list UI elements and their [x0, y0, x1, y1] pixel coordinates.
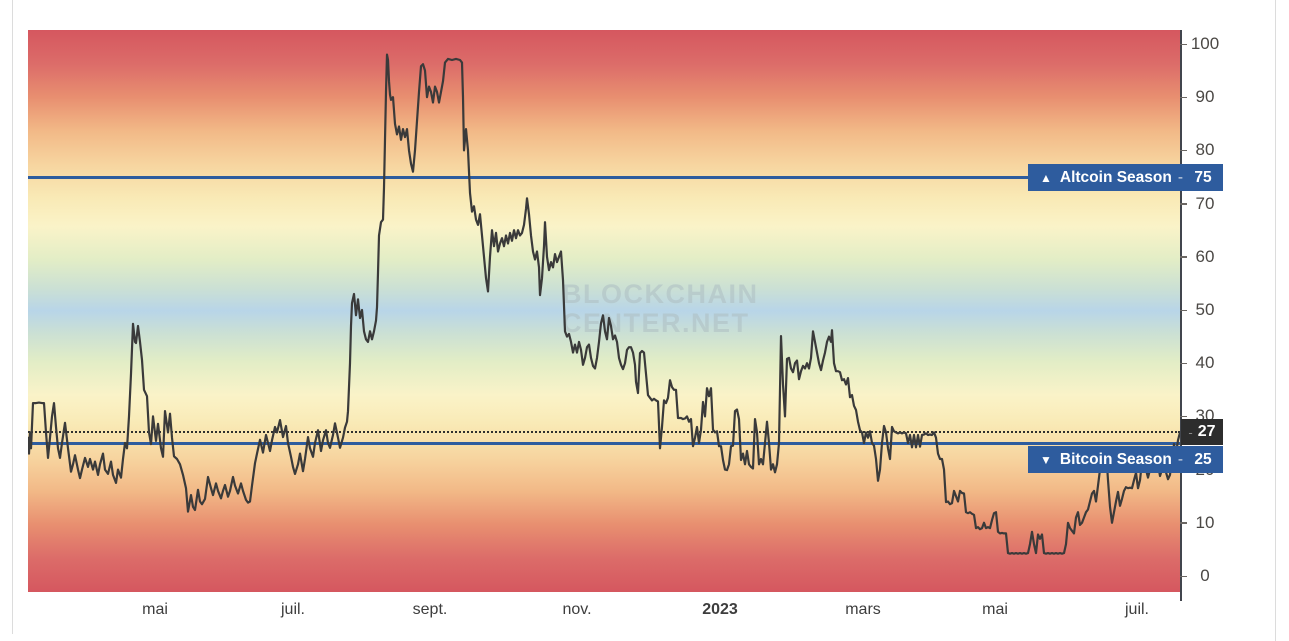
y-axis-tick: [1180, 415, 1187, 418]
x-axis-label: sept.: [412, 601, 448, 618]
index-series-line: [28, 53, 1180, 555]
page-left-border: [12, 0, 13, 634]
y-axis-tick: [1180, 362, 1187, 365]
y-axis-tick: [1180, 149, 1187, 152]
down-arrow-icon: ▼: [1040, 452, 1052, 467]
altcoin-separator: -: [1177, 168, 1184, 186]
altcoin-season-label: Altcoin Season: [1059, 168, 1172, 186]
page-right-border: [1275, 0, 1276, 641]
y-axis-tick-label: 10: [1195, 512, 1215, 532]
x-axis-label: mai: [142, 601, 168, 618]
y-axis-tick-label: 50: [1195, 300, 1215, 319]
bitcoin-season-label: Bitcoin Season: [1059, 450, 1172, 468]
x-axis-label: mars: [845, 601, 881, 618]
bitcoin-separator: -: [1177, 450, 1184, 468]
y-axis-line: [1180, 30, 1182, 601]
plot-area[interactable]: BLOCKCHAIN CENTER.NET: [28, 30, 1180, 592]
y-axis-tick: [1180, 522, 1187, 524]
x-axis-label: juil.: [280, 601, 305, 618]
y-axis-tick-label: 0: [1200, 566, 1210, 585]
y-axis-tick: [1180, 575, 1187, 577]
current-value: 27: [1197, 423, 1216, 441]
altcoin-season-threshold-line: [28, 176, 1180, 179]
y-axis-tick-label: 80: [1195, 140, 1215, 160]
index-line-chart: [28, 53, 1180, 555]
watermark-line2: CENTER.NET: [562, 308, 750, 338]
y-axis-tick-label: 90: [1195, 87, 1215, 107]
y-axis-tick: [1180, 203, 1187, 205]
bitcoin-season-threshold-line: [28, 442, 1180, 445]
y-axis-tick-label: 100: [1190, 34, 1220, 53]
altcoin-season-badge: ▲ Altcoin Season - 75: [1028, 164, 1223, 191]
up-arrow-icon: ▲: [1040, 170, 1052, 185]
y-axis-tick-label: 70: [1195, 193, 1215, 213]
x-axis-label: nov.: [562, 601, 592, 618]
current-value-dotted-line: [28, 431, 1180, 434]
watermark-line1: BLOCKCHAIN: [562, 279, 759, 309]
current-value-badge: - 27: [1181, 419, 1223, 446]
x-axis-label: mai: [982, 601, 1008, 618]
x-axis-label: juil.: [1124, 601, 1149, 618]
y-axis-tick: [1180, 309, 1187, 311]
bitcoin-season-badge: ▼ Bitcoin Season - 25: [1028, 446, 1223, 474]
y-axis-tick: [1180, 96, 1187, 99]
current-separator: -: [1188, 424, 1193, 440]
y-axis-tick-label: 40: [1195, 353, 1215, 373]
y-axis-tick: [1180, 256, 1187, 258]
watermark: BLOCKCHAIN CENTER.NET: [562, 280, 759, 338]
y-axis-tick-label: 60: [1195, 246, 1215, 266]
x-axis-label: 2023: [702, 601, 738, 618]
altcoin-threshold-value: 75: [1194, 168, 1212, 186]
bitcoin-threshold-value: 25: [1194, 450, 1212, 468]
y-axis-tick: [1180, 43, 1187, 45]
